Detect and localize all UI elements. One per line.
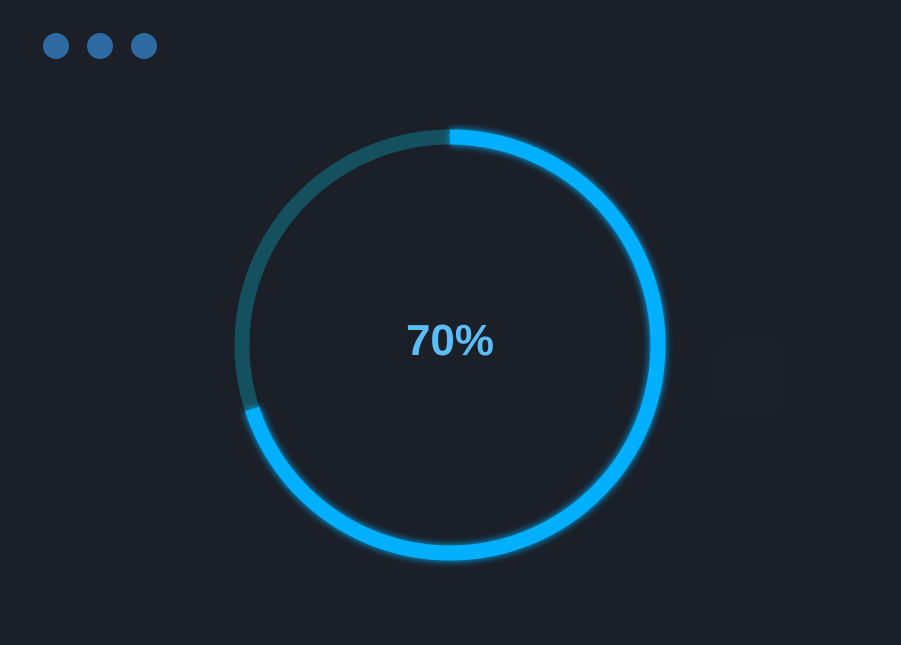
progress-fill (234, 129, 666, 561)
faint-placeholder (717, 337, 783, 417)
window-controls (43, 33, 157, 59)
progress-percentage: 70% (405, 316, 495, 365)
window-control-dot[interactable] (43, 33, 69, 59)
window-control-dot[interactable] (87, 33, 113, 59)
window-control-dot[interactable] (131, 33, 157, 59)
